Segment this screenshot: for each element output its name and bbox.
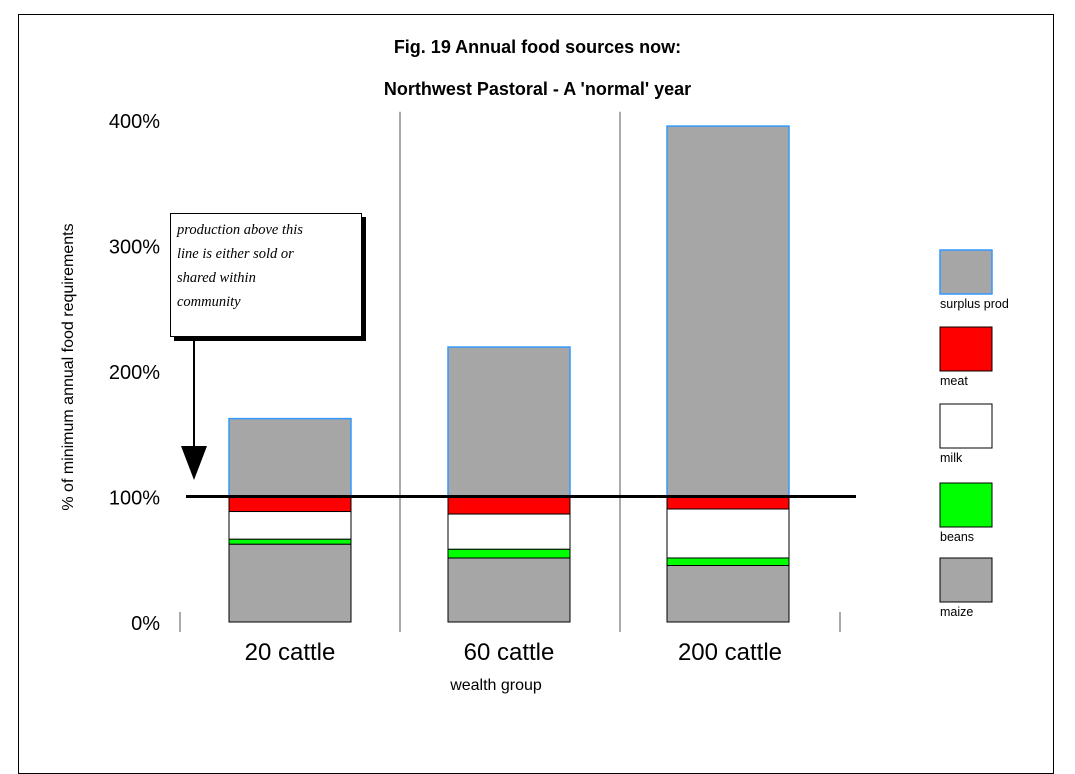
bar-segment-maize (666, 565, 790, 623)
y-tick-label: 0% (131, 613, 160, 635)
bar-segment-maize (447, 557, 571, 623)
annotation-line: line is either sold or (177, 246, 294, 262)
annotation-box: production above this line is either sol… (170, 213, 362, 337)
y-tick-label: 300% (109, 236, 160, 258)
x-tick-label: 20 cattle (245, 639, 336, 666)
x-axis-label: wealth group (449, 677, 542, 694)
chart-title: Fig. 19 Annual food sources now: (393, 37, 682, 57)
legend-label: surplus prod (940, 297, 1009, 311)
chart-svg: 0% 100% 200% 300% 400% % of minimum annual fo… (60, 111, 1009, 694)
bar-segment-milk (447, 513, 571, 550)
y-tick-label: 200% (109, 362, 160, 384)
legend-label: beans (940, 530, 974, 544)
y-axis-label: % of minimum annual food requirements (60, 223, 77, 510)
legend-swatch-milk (939, 403, 993, 449)
annotation-line: production above this (177, 222, 303, 238)
legend-swatch-beans (939, 482, 993, 528)
y-tick-label: 100% (109, 487, 160, 509)
legend-label: maize (940, 605, 973, 619)
bar-segment-beans (666, 557, 790, 567)
x-tick-label: 60 cattle (464, 639, 555, 666)
legend-swatch-maize (939, 557, 993, 603)
bar-segment-milk (228, 511, 352, 540)
bar-segment-meat (228, 495, 352, 513)
legend-swatch-meat (939, 326, 993, 372)
bar-segment-surplus-prod (447, 346, 571, 498)
bar-segment-milk (666, 508, 790, 559)
bar-segment-meat (447, 495, 571, 515)
chart-subtitle: Northwest Pastoral - A 'normal' year (383, 79, 692, 99)
legend-swatch-surplus-prod (939, 249, 993, 295)
bar-segment-surplus-prod (666, 125, 790, 498)
legend-label: meat (940, 374, 968, 388)
bar-segment-surplus-prod (228, 417, 352, 498)
annotation-arrow-head (181, 446, 207, 480)
bar-segment-beans (228, 538, 352, 545)
annotation-line: shared within (177, 270, 256, 286)
bar-segment-meat (666, 495, 790, 510)
bar-segment-beans (447, 548, 571, 559)
x-tick-label: 200 cattle (678, 639, 782, 666)
annotation-line: community (177, 294, 241, 310)
bar-segment-maize (228, 543, 352, 623)
y-tick-label: 400% (109, 111, 160, 133)
legend-label: milk (940, 451, 963, 465)
